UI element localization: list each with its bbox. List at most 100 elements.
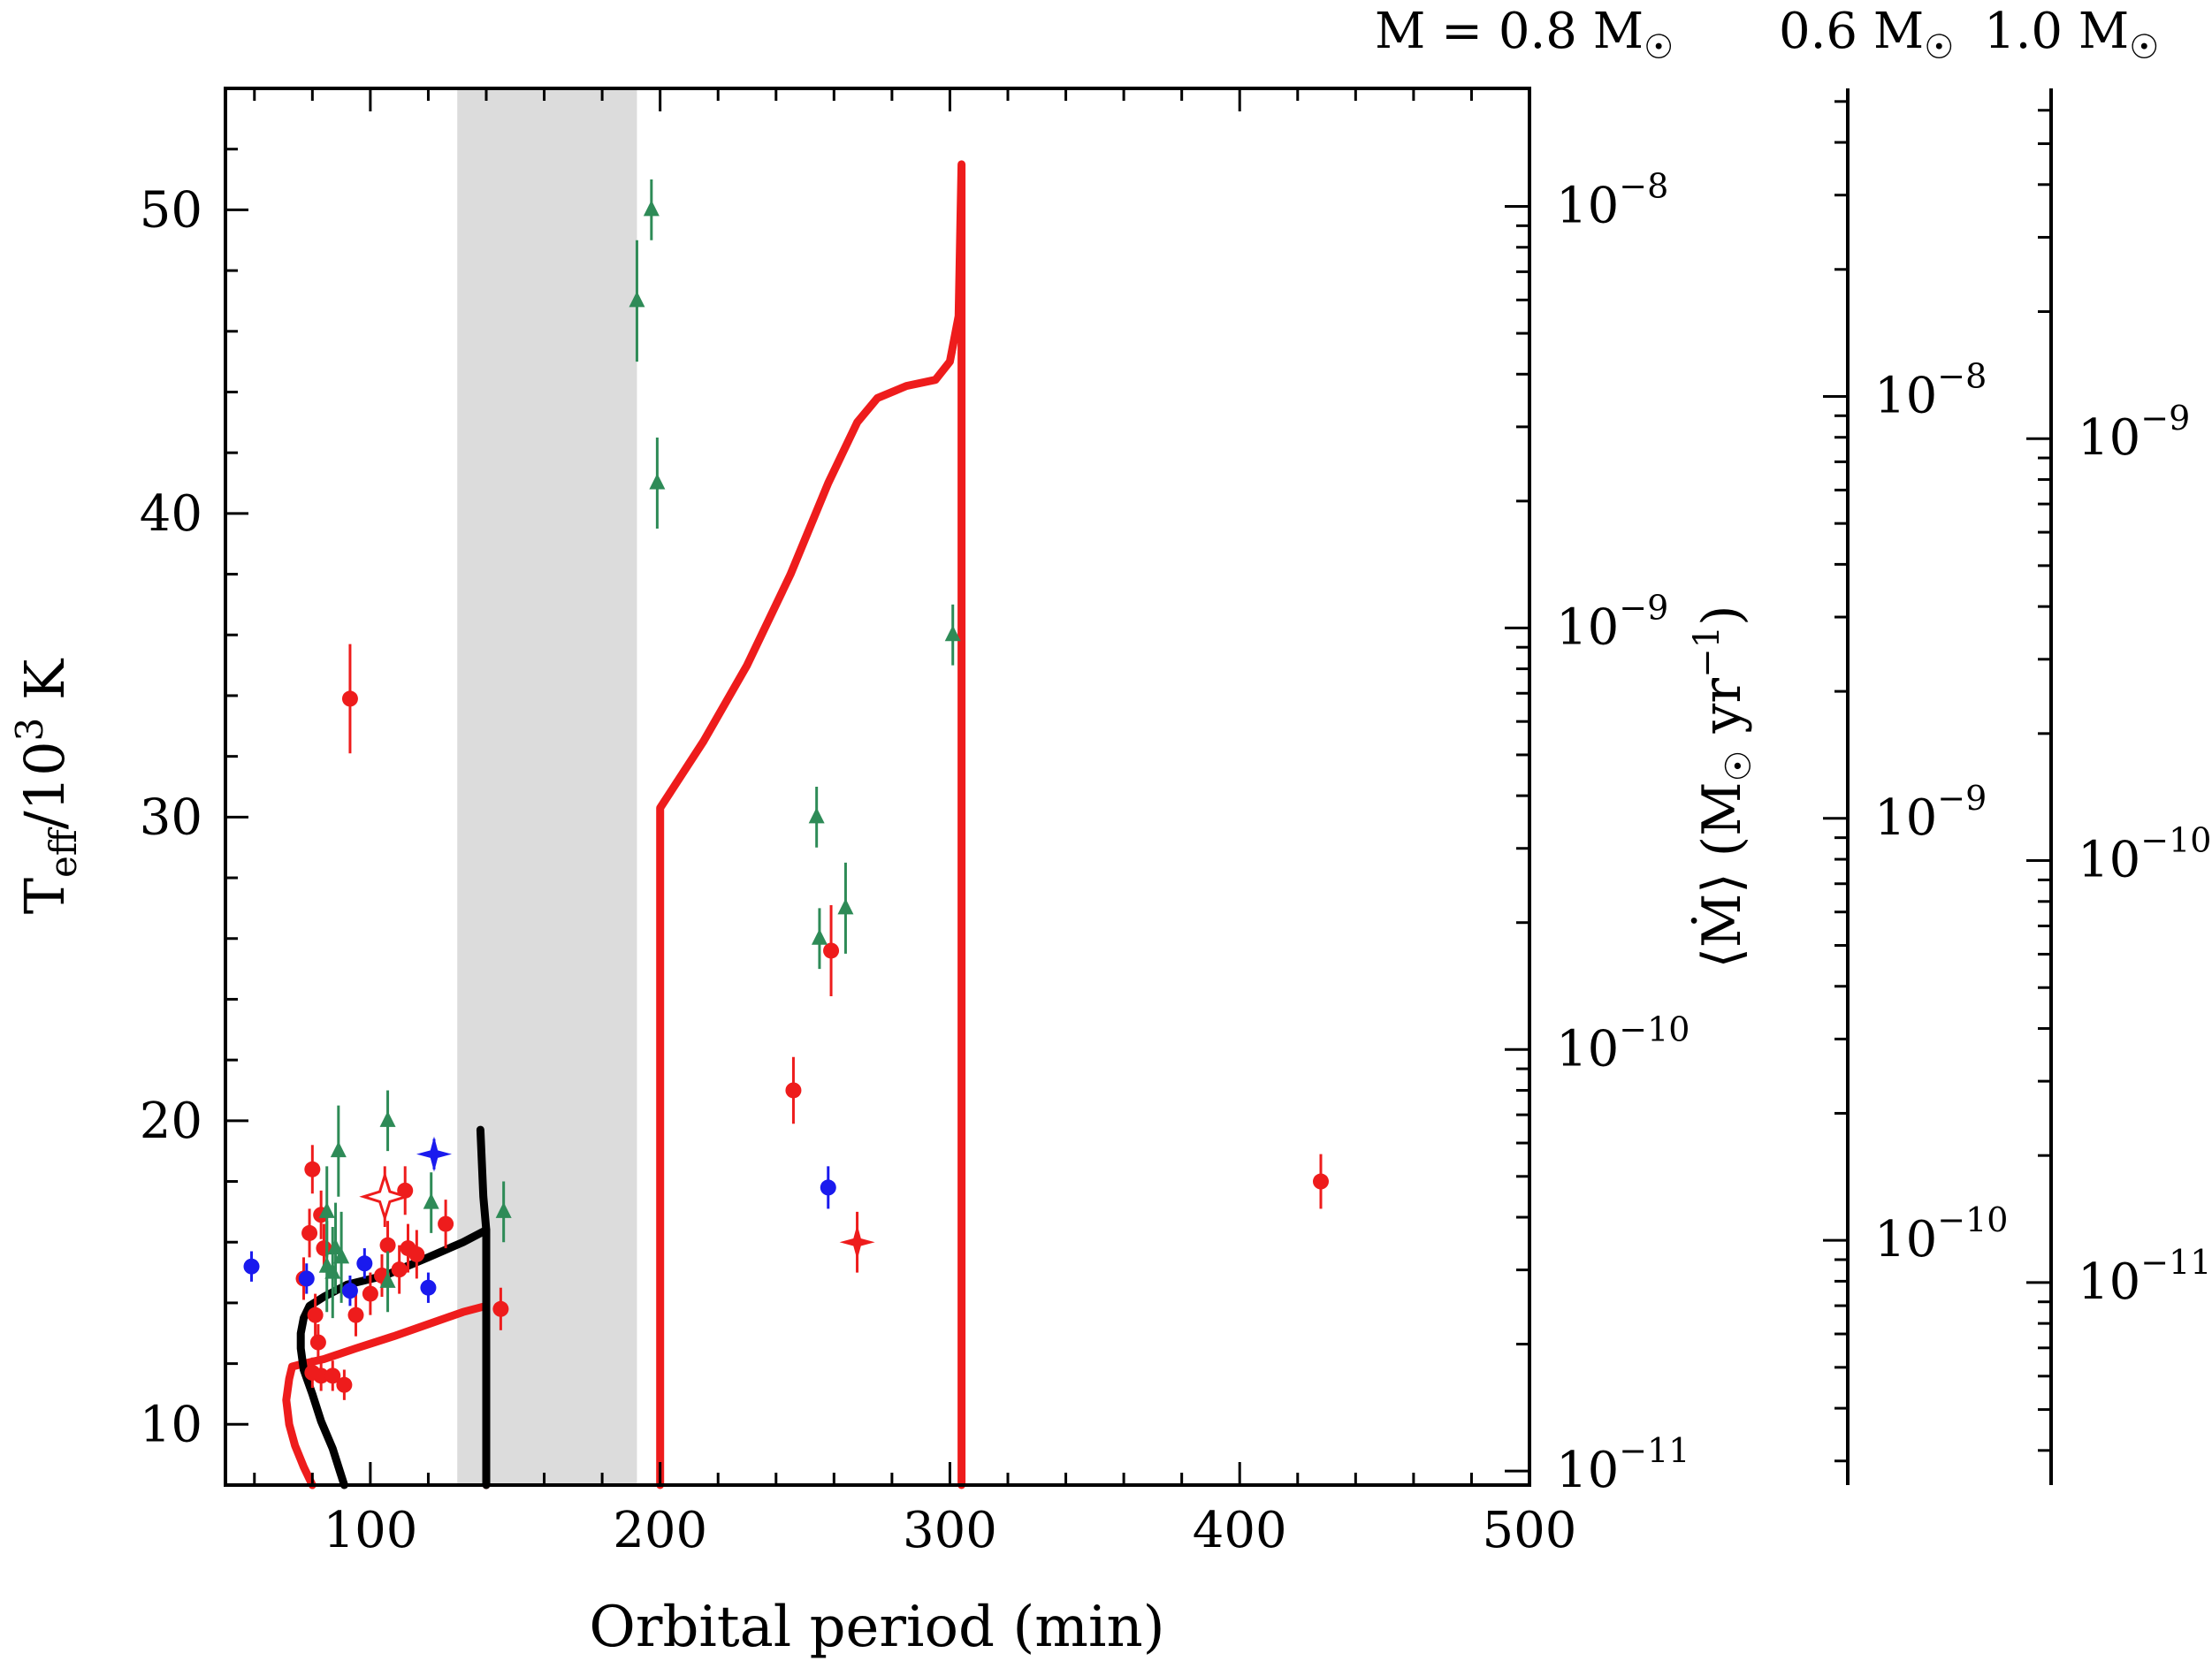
mdot-symbol: Ṁ bbox=[1691, 894, 1753, 948]
y-tick-label: 50 bbox=[140, 181, 202, 239]
green-triangles-point bbox=[811, 908, 828, 970]
mdot-axes: 10−8 10−9 10−10 10−11 10−8 10−9 10−10 10−9 10−10… bbox=[1505, 88, 2211, 1499]
mass-label-0.6-sun: ☉ bbox=[1924, 27, 1954, 66]
mdot-tick-label: 10−8 bbox=[1556, 167, 1668, 235]
mass-label-1.0-text: 1.0 M bbox=[1984, 3, 2129, 60]
mdot-tick-label: 10−10 bbox=[1874, 1200, 2008, 1268]
triangle-marker bbox=[649, 473, 666, 490]
y-label-rest: /10 bbox=[12, 741, 77, 829]
y-tick-label: 30 bbox=[140, 788, 202, 846]
x-tick-label: 300 bbox=[903, 1502, 997, 1559]
open-star-marker bbox=[359, 1170, 411, 1223]
triangle-marker bbox=[318, 1201, 335, 1218]
mdot-axis-label: ⟨Ṁ⟩ (M☉ yr−1) bbox=[1687, 605, 1759, 968]
mdot-axis-0: 10−8 10−9 10−10 10−11 bbox=[1505, 167, 1690, 1499]
triangle-marker bbox=[837, 898, 854, 915]
green-triangles-point bbox=[333, 1211, 350, 1303]
x-tick-label: 100 bbox=[323, 1502, 417, 1559]
triangle-marker bbox=[333, 1247, 350, 1264]
circle-marker bbox=[341, 1283, 358, 1299]
mass-label-0.6: 0.6 M☉ bbox=[1779, 3, 1954, 66]
black-track-top bbox=[476, 1125, 491, 1234]
circle-marker bbox=[309, 1334, 326, 1351]
circle-marker bbox=[785, 1082, 802, 1099]
circle-marker bbox=[391, 1261, 408, 1278]
y-tick-label: 40 bbox=[140, 485, 202, 543]
red-circles-point bbox=[324, 1360, 341, 1391]
red-circles-point bbox=[341, 644, 358, 754]
star-marker bbox=[416, 1136, 452, 1172]
triangle-marker bbox=[808, 807, 825, 824]
green-triangles-point bbox=[379, 1251, 396, 1313]
mass-label-1.0-sun: ☉ bbox=[2129, 27, 2159, 66]
y-label-sup: 3 bbox=[8, 718, 51, 742]
mdot-tick-label: 10−11 bbox=[2078, 1243, 2211, 1311]
mdot-unit-mid: yr bbox=[1691, 678, 1753, 750]
circle-marker bbox=[362, 1285, 378, 1302]
mdot-tick-label: 10−9 bbox=[2078, 399, 2190, 467]
mdot-tick-label: 10−11 bbox=[1556, 1431, 1690, 1499]
circle-marker bbox=[408, 1246, 425, 1262]
circle-marker bbox=[420, 1279, 437, 1296]
triangle-marker bbox=[330, 1141, 347, 1158]
red-circles-point bbox=[1313, 1154, 1329, 1209]
x-tick-label: 200 bbox=[613, 1502, 707, 1559]
triangle-marker bbox=[318, 1256, 335, 1273]
mdot-axis-2: 10−9 10−10 10−11 bbox=[2026, 88, 2211, 1485]
mdot-axis-1: 10−8 10−9 10−10 bbox=[1823, 88, 2008, 1485]
mdot-unit-sun: ☉ bbox=[1719, 750, 1759, 782]
red-circles-point bbox=[309, 1323, 326, 1361]
circle-marker bbox=[492, 1300, 509, 1317]
circle-marker bbox=[438, 1215, 454, 1232]
star-marker bbox=[839, 1224, 875, 1261]
triangle-marker bbox=[495, 1201, 512, 1218]
red-circles-point bbox=[785, 1056, 802, 1124]
blue-circles-point bbox=[341, 1276, 358, 1307]
red-circles-point bbox=[347, 1293, 364, 1337]
red-filled-stars-point bbox=[839, 1211, 875, 1273]
blue-circles-point bbox=[420, 1272, 437, 1303]
blue-stars-point bbox=[416, 1136, 452, 1172]
y-axis-label: Teff/103 K bbox=[8, 658, 85, 914]
triangle-marker bbox=[379, 1110, 396, 1127]
plot-frame bbox=[224, 87, 1531, 1487]
green-triangles-point bbox=[318, 1221, 335, 1313]
data-points bbox=[243, 179, 1329, 1400]
x-tick-label: 400 bbox=[1193, 1502, 1287, 1559]
red-circles-point bbox=[397, 1166, 414, 1215]
mdot-unit-open: (M bbox=[1691, 781, 1753, 857]
triangle-marker bbox=[423, 1192, 439, 1209]
red-circles-point bbox=[301, 1208, 318, 1258]
mdot-tick-label: 10−9 bbox=[1874, 779, 1987, 847]
red-circles-point bbox=[336, 1369, 353, 1400]
circle-marker bbox=[1313, 1173, 1329, 1190]
x-tick-label: 500 bbox=[1483, 1502, 1577, 1559]
mass-label-0.8: M = 0.8 M☉ bbox=[1375, 3, 1674, 66]
y-tick-label: 10 bbox=[140, 1396, 202, 1453]
mdot-close: ⟩ bbox=[1691, 872, 1753, 893]
y-label-main: T bbox=[12, 878, 77, 914]
y-tick-label: 20 bbox=[140, 1093, 202, 1150]
circle-marker bbox=[313, 1367, 330, 1384]
green-triangles-point bbox=[944, 604, 961, 666]
circle-marker bbox=[307, 1307, 324, 1323]
red-circles-point bbox=[492, 1287, 509, 1330]
blue-circles-point bbox=[243, 1251, 260, 1282]
green-triangles-point bbox=[649, 438, 666, 529]
green-triangles-point bbox=[837, 862, 854, 954]
triangle-marker bbox=[643, 200, 660, 217]
circle-marker bbox=[347, 1307, 364, 1323]
mass-label-0.8-text: M = 0.8 M bbox=[1375, 3, 1644, 60]
mdot-tick-label: 10−10 bbox=[2078, 821, 2211, 889]
x-axis-label: Orbital period (min) bbox=[589, 1595, 1164, 1660]
y-label-unit: K bbox=[12, 658, 77, 718]
circle-marker bbox=[341, 690, 358, 707]
triangle-marker bbox=[379, 1271, 396, 1288]
triangle-marker bbox=[944, 625, 961, 642]
red-circles-point bbox=[307, 1293, 324, 1337]
mass-label-0.6-text: 0.6 M bbox=[1779, 3, 1924, 60]
green-triangles-point bbox=[643, 179, 660, 240]
mdot-tick-label: 10−10 bbox=[1556, 1009, 1690, 1078]
evolution-tracks bbox=[282, 160, 966, 1489]
green-triangles-point bbox=[808, 787, 825, 848]
